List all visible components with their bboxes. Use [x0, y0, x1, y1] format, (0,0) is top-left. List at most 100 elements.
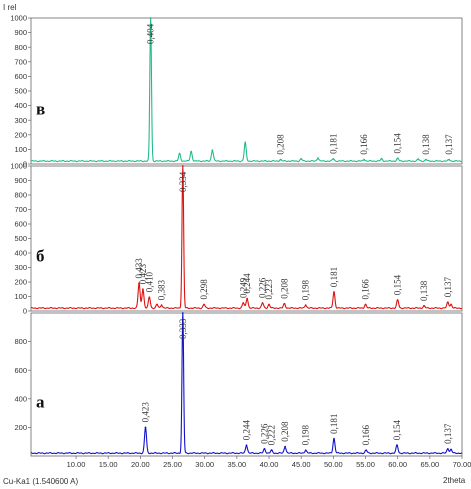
peak-point [332, 157, 335, 160]
peak-label: 0,244 [242, 273, 252, 294]
peak-point [263, 447, 266, 450]
panel-0: 0 100 200 300 400 500 600 700 800 900 1000 0,404 0,2… [10, 14, 463, 169]
y-tick-label: 100 [14, 145, 27, 154]
peak-label: 0,137 [443, 423, 453, 444]
peak-label: 0,226 [260, 423, 270, 444]
peak-label: 0,222 [267, 425, 277, 445]
peak-label: 0,138 [419, 280, 429, 301]
peak-label: 0,138 [421, 134, 431, 155]
peak-point [270, 449, 273, 452]
peak-label: 0,166 [359, 134, 369, 155]
peak-point [304, 304, 307, 307]
peak-point [190, 150, 193, 153]
peak-point [317, 157, 319, 160]
peak-point [156, 303, 158, 306]
y-tick-label: 400 [14, 394, 27, 403]
peak-label: 0,181 [329, 267, 339, 287]
y-tick-label: 0 [23, 307, 27, 316]
y-tick-label: 600 [14, 220, 27, 229]
y-tick-label: 400 [14, 101, 27, 110]
x-tick-label: 20.00 [131, 460, 150, 469]
peak-point [268, 303, 270, 306]
panel-label: а [36, 392, 45, 411]
peak-point [284, 445, 286, 448]
y-tick-label: 900 [14, 176, 27, 185]
peak-label: 0,383 [157, 279, 167, 300]
peak-label: 0,208 [280, 421, 290, 442]
peak-label: 0,198 [301, 279, 311, 300]
peak-label: 0,410 [144, 271, 154, 292]
panel-label: б [36, 247, 45, 266]
peak-point [279, 158, 282, 161]
peak-point [246, 297, 249, 300]
x-tick-label: 45.00 [292, 460, 311, 469]
peak-label: 0,181 [329, 414, 339, 434]
peak-point [450, 303, 452, 306]
peak-point [181, 312, 184, 314]
peak-point [203, 303, 205, 306]
y-tick-label: 200 [14, 278, 27, 287]
peak-label: 0,137 [443, 277, 453, 298]
y-tick-label: 700 [14, 205, 27, 214]
peak-point [396, 157, 399, 160]
peak-label: 0,223 [264, 279, 274, 300]
peak-point [425, 158, 427, 161]
y-tick-label: 600 [14, 366, 27, 375]
peak-point [261, 302, 264, 304]
radiation-label: Cu-Ka1 (1.540600 A) [3, 477, 78, 486]
peak-label: 0,154 [393, 274, 403, 295]
peak-label: 0,433 [134, 258, 144, 279]
peak-point [396, 299, 399, 302]
x-axis: 10.00 15.00 20.00 25.00 30.00 35.00 40.00 45.00… [67, 456, 471, 469]
peak-point [364, 303, 367, 306]
y-tick-label: 500 [14, 87, 27, 96]
y-tick-label: 900 [14, 28, 27, 37]
y-tick-label: 0 [23, 160, 27, 169]
peak-point [149, 17, 152, 19]
y-tick-label: 700 [14, 57, 27, 66]
series-line [30, 165, 463, 310]
y-tick-label: 1000 [10, 162, 27, 171]
x-tick-label: 35.00 [227, 460, 246, 469]
peak-point [300, 157, 303, 160]
x-tick-label: 25.00 [163, 460, 182, 469]
peak-point [448, 158, 451, 161]
peak-point [333, 291, 335, 294]
peak-point [417, 158, 420, 161]
peak-point [380, 157, 383, 160]
peak-label: 0,198 [301, 425, 311, 446]
peak-point [242, 302, 245, 304]
panel-1: 0 100 200 300 400 500 600 700 800 900 1000 0,4330,4… [10, 162, 463, 316]
y-tick-label: 100 [14, 292, 27, 301]
peak-point [450, 448, 452, 451]
panels-group: 010020030040050060070080090010000,4040,2… [10, 14, 463, 457]
y-tick-label: 300 [14, 263, 27, 272]
y-tick-label: 300 [14, 116, 27, 125]
peak-point [365, 449, 368, 452]
y-tick-label: 800 [14, 337, 27, 346]
y-axis-title: I rel [3, 3, 17, 12]
x-tick-label: 10.00 [67, 460, 86, 469]
y-tick-label: 200 [14, 130, 27, 139]
y-tick-label: 800 [14, 43, 27, 52]
peak-label: 0,181 [328, 134, 338, 154]
peak-point [304, 449, 307, 452]
peak-point [446, 447, 449, 450]
peak-point [181, 165, 184, 167]
x-tick-label: 60.00 [388, 460, 407, 469]
peak-label: 0,244 [242, 420, 252, 441]
y-tick-label: 500 [14, 234, 27, 243]
peak-point [363, 158, 366, 161]
y-tick-label: 1000 [10, 14, 27, 23]
peak-label: 0,208 [276, 134, 286, 155]
peak-label: 0,334 [178, 171, 188, 192]
peak-point [396, 444, 398, 447]
peak-label: 0,423 [138, 264, 148, 285]
peak-label: 0,226 [258, 277, 268, 298]
y-tick-label: 600 [14, 72, 27, 81]
series-line [30, 18, 463, 163]
x-tick-label: 55.00 [356, 460, 375, 469]
peak-label: 0,208 [279, 278, 289, 299]
y-tick-label: 400 [14, 249, 27, 258]
